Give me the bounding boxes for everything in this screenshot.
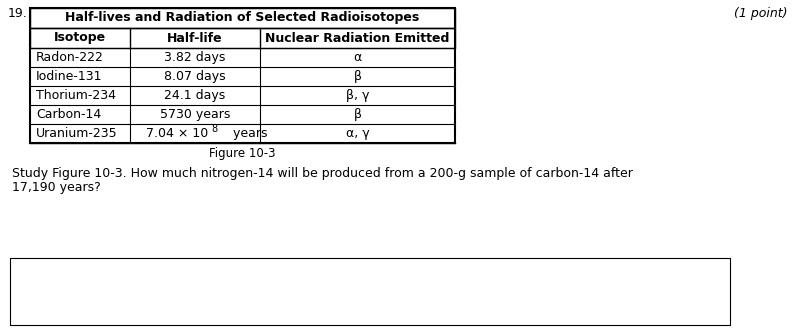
Text: β: β	[354, 70, 362, 83]
Bar	[10, 258, 730, 325]
Text: 17,190 years?: 17,190 years?	[12, 181, 101, 193]
Text: Uranium-235: Uranium-235	[36, 127, 118, 140]
Text: α: α	[353, 51, 362, 64]
Text: Thorium-234: Thorium-234	[36, 89, 116, 102]
Text: 24.1 days: 24.1 days	[165, 89, 226, 102]
Text: α, γ: α, γ	[346, 127, 370, 140]
Text: Iodine-131: Iodine-131	[36, 70, 103, 83]
Bar	[30, 8, 455, 28]
Text: β: β	[354, 108, 362, 121]
Text: 3.82 days: 3.82 days	[165, 51, 226, 64]
Text: 8.07 days: 8.07 days	[165, 70, 226, 83]
Text: Carbon-14: Carbon-14	[36, 108, 101, 121]
Text: Study Figure 10-3. How much nitrogen-14 will be produced from a 200-g sample of : Study Figure 10-3. How much nitrogen-14 …	[12, 166, 633, 180]
Text: β, γ: β, γ	[346, 89, 369, 102]
Text: 5730 years: 5730 years	[160, 108, 231, 121]
Bar	[30, 28, 455, 48]
Text: 8: 8	[211, 124, 217, 135]
Bar	[30, 8, 455, 143]
Text: Isotope: Isotope	[54, 32, 106, 44]
Text: (1 point): (1 point)	[734, 7, 787, 20]
Text: years: years	[229, 127, 267, 140]
Text: Radon-222: Radon-222	[36, 51, 104, 64]
Text: Figure 10-3: Figure 10-3	[209, 147, 276, 161]
Text: Nuclear Radiation Emitted: Nuclear Radiation Emitted	[266, 32, 450, 44]
Text: 19.: 19.	[8, 7, 28, 20]
Text: 7.04 × 10: 7.04 × 10	[145, 127, 208, 140]
Text: Half-life: Half-life	[167, 32, 223, 44]
Text: Half-lives and Radiation of Selected Radioisotopes: Half-lives and Radiation of Selected Rad…	[65, 12, 420, 24]
